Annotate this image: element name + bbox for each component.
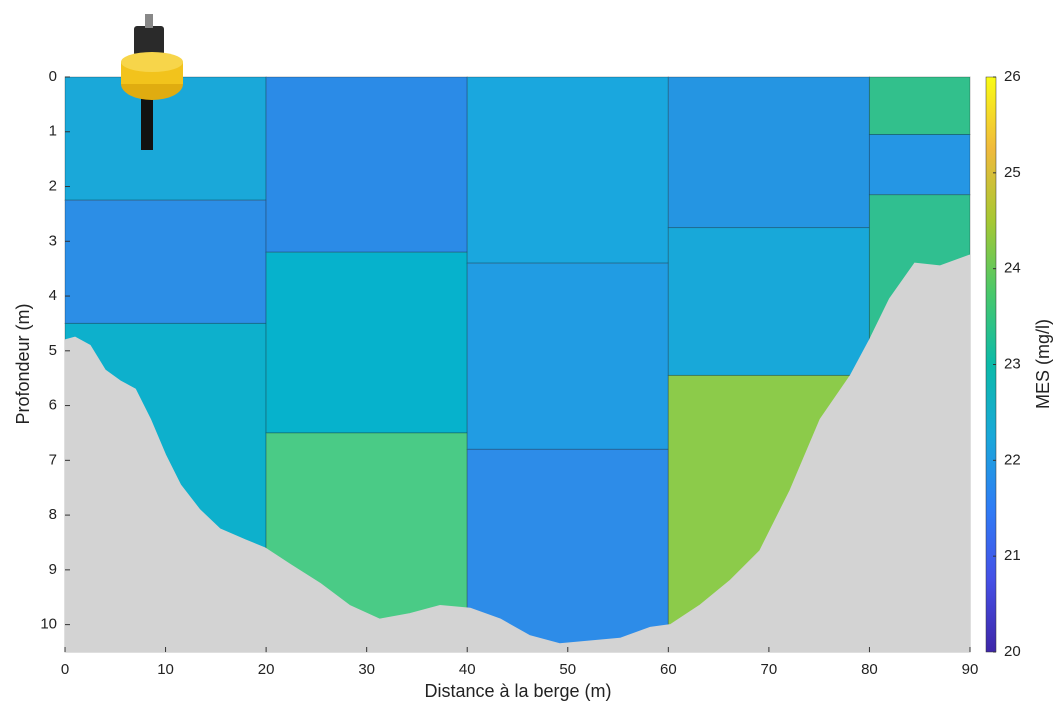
x-tick-label: 40 (459, 661, 476, 678)
x-tick-label: 70 (761, 661, 778, 678)
x-tick-label: 10 (157, 661, 174, 678)
x-tick-label: 90 (962, 661, 979, 678)
x-axis-label: Distance à la berge (m) (424, 681, 611, 701)
y-tick-label: 9 (49, 561, 57, 578)
y-tick-label: 2 (49, 177, 57, 194)
y-tick-label: 1 (49, 123, 57, 140)
y-tick-label: 5 (49, 342, 57, 359)
chart: Distance à la berge (m) Profondeur (m) M… (0, 0, 1058, 707)
plot-area (65, 77, 970, 652)
x-tick-label: 20 (258, 661, 275, 678)
y-tick-label: 7 (49, 451, 57, 468)
cell (65, 200, 266, 323)
x-tick-label: 0 (61, 661, 69, 678)
cell (266, 252, 467, 433)
y-tick-label: 10 (40, 616, 57, 633)
y-tick-label: 0 (49, 68, 57, 85)
y-tick-label: 4 (49, 287, 57, 304)
y-tick-label: 6 (49, 397, 57, 414)
x-tick-label: 80 (861, 661, 878, 678)
colorbar-tick-label: 25 (1004, 164, 1021, 181)
x-tick-label: 30 (358, 661, 375, 678)
y-tick-label: 8 (49, 506, 57, 523)
cell (266, 77, 467, 252)
cell (467, 263, 668, 449)
colorbar-tick-label: 23 (1004, 355, 1021, 372)
cell (668, 228, 869, 376)
colorbar-label: MES (mg/l) (1033, 319, 1053, 409)
cell (869, 77, 970, 135)
cell (869, 135, 970, 195)
y-tick-label: 3 (49, 232, 57, 249)
colorbar-tick-label: 20 (1004, 643, 1021, 660)
x-tick-label: 60 (660, 661, 677, 678)
colorbar-tick-label: 26 (1004, 68, 1021, 85)
colorbar-tick-label: 22 (1004, 451, 1021, 468)
colorbar-tick-label: 24 (1004, 260, 1021, 277)
x-tick-label: 50 (559, 661, 576, 678)
colorbar-tick-label: 21 (1004, 547, 1021, 564)
y-axis-label: Profondeur (m) (13, 303, 33, 424)
cell (467, 77, 668, 263)
cell (668, 77, 869, 228)
